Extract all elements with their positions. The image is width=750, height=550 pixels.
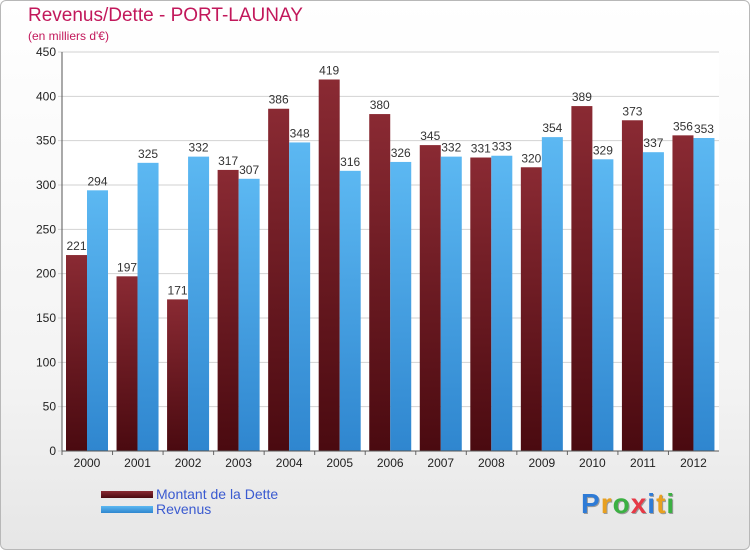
logo-letter: x bbox=[630, 488, 648, 519]
bar-dette bbox=[621, 120, 643, 452]
data-label-dette: 221 bbox=[66, 239, 86, 253]
chart-title: Revenus/Dette - PORT-LAUNAY bbox=[28, 5, 303, 26]
x-tick-label: 2011 bbox=[630, 456, 656, 470]
x-tick-label: 2002 bbox=[175, 456, 202, 470]
data-label-revenus: 337 bbox=[643, 136, 663, 150]
data-label-revenus: 329 bbox=[593, 143, 613, 157]
bar-dette bbox=[571, 106, 593, 451]
bar-dette bbox=[369, 114, 391, 452]
data-label-dette: 317 bbox=[218, 154, 238, 168]
bar-dette bbox=[520, 167, 542, 451]
data-label-revenus: 325 bbox=[138, 147, 158, 161]
data-label-revenus: 307 bbox=[239, 163, 259, 177]
logo-letter: i bbox=[647, 488, 657, 519]
y-tick-label: 300 bbox=[36, 178, 56, 192]
x-tick-label: 2003 bbox=[225, 456, 252, 470]
x-tick-label: 2012 bbox=[680, 456, 707, 470]
x-tick-label: 2006 bbox=[377, 456, 404, 470]
data-label-dette: 380 bbox=[370, 98, 390, 112]
proxiti-logo: Proxiti bbox=[581, 488, 675, 520]
data-label-revenus: 326 bbox=[391, 146, 411, 160]
data-label-revenus: 333 bbox=[492, 140, 512, 154]
data-label-revenus: 354 bbox=[542, 121, 562, 135]
x-tick-label: 2010 bbox=[579, 456, 606, 470]
logo-letter: o bbox=[612, 488, 631, 519]
x-tick-label: 2004 bbox=[276, 456, 303, 470]
data-label-dette: 331 bbox=[471, 142, 491, 156]
x-tick-label: 2008 bbox=[478, 456, 505, 470]
bar-dette bbox=[217, 169, 239, 451]
bar-revenus bbox=[238, 178, 260, 451]
y-tick-label: 250 bbox=[36, 222, 56, 236]
bar-revenus bbox=[592, 159, 614, 451]
bar-dette bbox=[470, 157, 492, 451]
logo-letter: P bbox=[581, 488, 601, 519]
legend-label-dette: Montant de la Dette bbox=[156, 486, 279, 502]
data-label-dette: 386 bbox=[269, 93, 289, 107]
data-label-revenus: 353 bbox=[694, 122, 714, 136]
data-label-revenus: 332 bbox=[189, 141, 209, 155]
bar-revenus bbox=[491, 155, 513, 452]
legend-swatch-dette bbox=[101, 491, 153, 498]
x-tick-label: 2005 bbox=[326, 456, 353, 470]
x-tick-label: 2001 bbox=[124, 456, 151, 470]
data-label-dette: 389 bbox=[572, 90, 592, 104]
data-label-dette: 419 bbox=[319, 63, 339, 77]
bar-revenus bbox=[339, 170, 361, 451]
bar-revenus bbox=[188, 156, 210, 452]
bar-dette bbox=[66, 255, 87, 451]
bar-dette bbox=[419, 145, 441, 451]
y-tick-label: 200 bbox=[36, 267, 56, 281]
y-tick-label: 450 bbox=[36, 45, 56, 59]
x-tick-label: 2007 bbox=[427, 456, 454, 470]
data-label-dette: 345 bbox=[420, 129, 440, 143]
data-label-revenus: 294 bbox=[87, 174, 107, 188]
bar-dette bbox=[116, 276, 138, 451]
bar-dette bbox=[672, 135, 694, 451]
bar-revenus bbox=[87, 190, 108, 451]
data-label-revenus: 332 bbox=[441, 141, 461, 155]
data-label-revenus: 316 bbox=[340, 155, 360, 169]
y-tick-label: 100 bbox=[36, 355, 56, 369]
data-label-dette: 197 bbox=[117, 260, 137, 274]
bar-revenus bbox=[642, 152, 664, 451]
y-tick-label: 350 bbox=[36, 134, 56, 148]
data-label-dette: 320 bbox=[521, 151, 541, 165]
logo-letter: t bbox=[656, 488, 667, 519]
data-label-dette: 373 bbox=[622, 104, 642, 118]
y-tick-label: 50 bbox=[43, 400, 57, 414]
bar-dette bbox=[167, 299, 189, 451]
bar-revenus bbox=[137, 162, 159, 452]
bar-revenus bbox=[390, 161, 412, 452]
bar-dette bbox=[268, 108, 290, 451]
data-label-dette: 171 bbox=[168, 283, 188, 297]
legend-label-revenus: Revenus bbox=[156, 501, 212, 517]
legend-swatch-revenus bbox=[101, 506, 153, 513]
data-label-dette: 356 bbox=[673, 119, 693, 133]
y-tick-label: 400 bbox=[36, 89, 56, 103]
x-tick-label: 2009 bbox=[528, 456, 555, 470]
bar-revenus bbox=[440, 156, 462, 452]
data-label-revenus: 348 bbox=[290, 126, 310, 140]
bar-revenus bbox=[693, 138, 715, 452]
bar-revenus bbox=[541, 137, 563, 451]
bar-revenus bbox=[289, 142, 311, 451]
x-tick-label: 2000 bbox=[74, 456, 101, 470]
chart-subtitle: (en milliers d'€) bbox=[28, 29, 109, 43]
y-tick-label: 150 bbox=[36, 311, 56, 325]
logo-letter: i bbox=[666, 488, 676, 519]
y-tick-label: 0 bbox=[49, 444, 56, 458]
bar-dette bbox=[318, 79, 340, 451]
logo-letter: r bbox=[600, 488, 613, 519]
